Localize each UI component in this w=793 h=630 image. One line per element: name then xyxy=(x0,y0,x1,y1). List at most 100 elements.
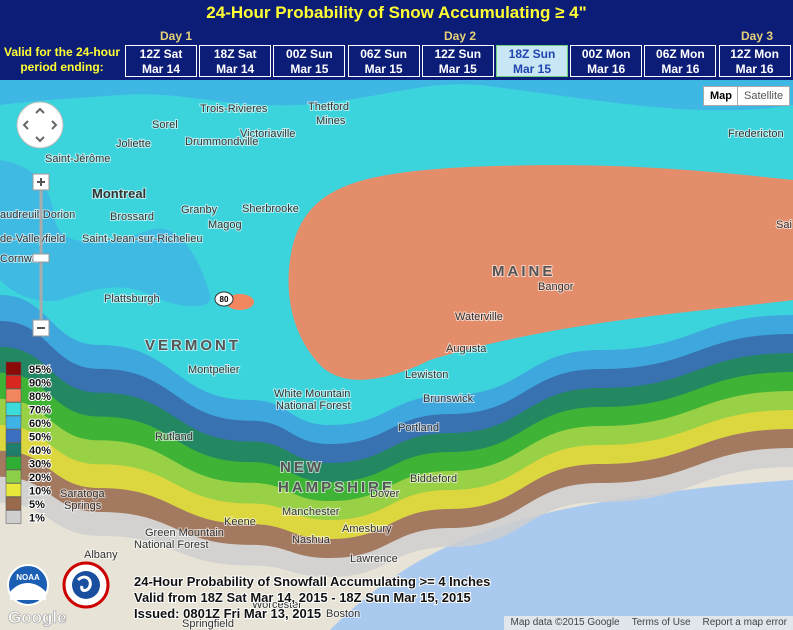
legend-swatch xyxy=(5,361,22,376)
time-button[interactable]: 12Z Sat Mar 14 xyxy=(125,45,197,77)
place-label: Biddeford xyxy=(410,473,457,485)
zoom-control[interactable] xyxy=(32,173,50,337)
time-button[interactable]: 18Z Sat Mar 14 xyxy=(199,45,272,77)
pan-control[interactable] xyxy=(16,101,64,149)
place-label: Springfield xyxy=(182,618,234,630)
legend: 95% 90%80% 70%60% 50%40% 30%20% 10%5% 1% xyxy=(5,361,52,526)
noaa-wave xyxy=(10,583,46,600)
route-number: 80 xyxy=(220,295,229,304)
place-label: Green Mountain xyxy=(145,527,224,539)
legend-swatch xyxy=(5,429,22,443)
zoom-in-icon xyxy=(37,178,45,186)
place-label: Saratoga xyxy=(60,488,106,500)
time-button[interactable]: 06Z Mon Mar 16 xyxy=(644,45,717,77)
legend-label: 90% xyxy=(29,378,51,390)
nws-swirl xyxy=(76,575,92,592)
place-label: de-Valleyfield xyxy=(0,233,65,245)
legend-label: 80% xyxy=(29,391,51,403)
place-label: HAMPSHIRE xyxy=(278,479,395,496)
legend-swatch xyxy=(5,375,22,389)
time-line: Mar 16 xyxy=(735,62,774,76)
band-lobe xyxy=(0,160,211,307)
legend-swatch xyxy=(5,415,22,430)
place-label: Thetford xyxy=(308,101,349,113)
place-label: Dover xyxy=(370,488,400,500)
map-type-satellite[interactable]: Satellite xyxy=(737,86,791,106)
place-label: Albany xyxy=(84,549,118,561)
pan-circle[interactable] xyxy=(16,101,64,149)
place-label: Brossard xyxy=(110,211,154,223)
legend-label: 70% xyxy=(29,405,51,417)
place-label: Montpelier xyxy=(188,364,240,376)
legend-label: 30% xyxy=(29,459,51,471)
route-shield: 80 xyxy=(214,291,234,307)
legend-label: 40% xyxy=(29,445,51,457)
time-button[interactable]: 12Z Mon Mar 16 xyxy=(718,45,791,77)
zoom-handle[interactable] xyxy=(32,253,50,263)
place-label: Lewiston xyxy=(405,369,448,381)
place-label: Boston xyxy=(326,608,360,620)
time-line: Mar 14 xyxy=(216,62,255,76)
time-line: Mar 14 xyxy=(141,62,181,76)
time-button[interactable]: 00Z Mon Mar 16 xyxy=(570,45,643,77)
header: 24-Hour Probability of Snow Accumulating… xyxy=(0,0,793,80)
map-type-map[interactable]: Map xyxy=(703,86,739,106)
time-line: 12Z Sun xyxy=(434,47,482,61)
overlay-line: 24-Hour Probability of Snowfall Accumula… xyxy=(134,574,490,589)
time-button[interactable]: 12Z Sun Mar 15 xyxy=(421,45,494,77)
attribution: Map data ©2015 Google Terms of Use Report … xyxy=(504,616,793,630)
legend-swatch xyxy=(5,496,22,511)
place-label: Montreal xyxy=(92,186,146,201)
legend-swatch xyxy=(5,456,22,470)
time-line: 12Z Mon xyxy=(730,47,779,61)
place-label: Amesbury xyxy=(342,523,392,535)
google-logo: Google xyxy=(8,608,67,627)
place-label: Fredericton xyxy=(728,128,784,140)
place-label: Sai xyxy=(776,219,792,231)
place-label: Lawrence xyxy=(350,553,398,565)
time-line: Mar 15 xyxy=(364,62,403,76)
legend-label: 60% xyxy=(29,418,51,430)
legend-swatch xyxy=(5,402,22,416)
band-80 xyxy=(288,165,793,380)
time-button[interactable]: 18Z Sun Mar 15 xyxy=(496,45,568,77)
day-label: Day 2 xyxy=(444,29,477,43)
place-label: Worcester xyxy=(252,599,302,611)
place-label: Keene xyxy=(224,516,256,528)
legend-label: 95% xyxy=(29,364,51,376)
place-label: Drummondville xyxy=(185,136,258,148)
time-line: 06Z Sun xyxy=(360,47,407,61)
legend-label: 50% xyxy=(29,432,51,444)
place-label: Nashua xyxy=(292,534,331,546)
title: 24-Hour Probability of Snow Accumulating… xyxy=(206,3,587,22)
nws-inner xyxy=(72,571,100,599)
place-label: Sherbrooke xyxy=(242,203,299,215)
place-label: Bangor xyxy=(538,281,574,293)
time-line: 18Z Sun xyxy=(508,47,556,61)
place-label: Magog xyxy=(208,219,242,231)
time-line: Mar 15 xyxy=(438,62,477,76)
place-label: Saint-Jean-sur-Richelieu xyxy=(82,233,202,245)
place-label: Brunswick xyxy=(423,393,474,405)
place-label: Saint-Jérôme xyxy=(45,153,110,165)
time-line: Mar 15 xyxy=(512,62,552,76)
report-link[interactable]: Report a map error xyxy=(702,617,787,628)
terms-link[interactable]: Terms of Use xyxy=(631,617,691,628)
place-label: Augusta xyxy=(446,343,487,355)
place-label: Victoriaville xyxy=(240,128,295,140)
time-button[interactable]: 06Z Sun Mar 15 xyxy=(347,45,420,77)
overlay-text: 24-Hour Probability of Snowfall Accumula… xyxy=(133,573,491,622)
time-line: Mar 16 xyxy=(587,62,626,76)
pan-arrows xyxy=(22,107,58,143)
legend-swatch xyxy=(5,442,22,457)
legend-label: 10% xyxy=(29,486,51,498)
place-label: National Forest xyxy=(276,400,351,412)
day-label: Day 3 xyxy=(741,29,774,43)
place-label: NEW xyxy=(280,459,324,476)
place-label: audreuil-Dorion xyxy=(0,209,75,221)
place-label: Cornwa xyxy=(0,253,39,265)
time-button[interactable]: 00Z Sun Mar 15 xyxy=(273,45,346,77)
